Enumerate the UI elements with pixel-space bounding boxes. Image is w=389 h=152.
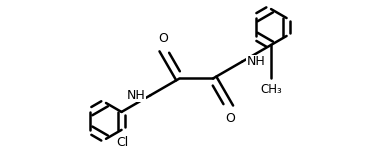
- Text: NH: NH: [247, 55, 266, 68]
- Text: O: O: [225, 112, 235, 125]
- Text: NH: NH: [127, 89, 146, 102]
- Text: CH₃: CH₃: [260, 83, 282, 96]
- Text: O: O: [158, 32, 168, 45]
- Text: Cl: Cl: [117, 136, 129, 149]
